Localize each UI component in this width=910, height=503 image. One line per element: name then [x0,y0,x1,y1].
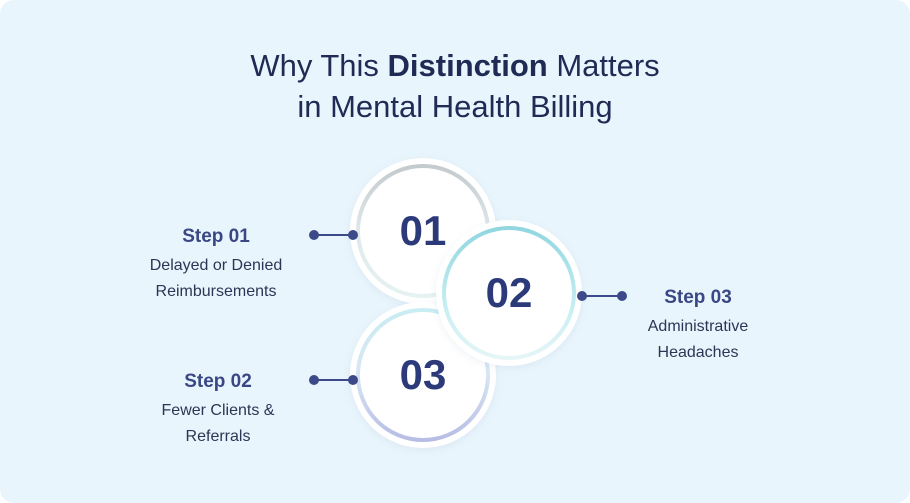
step-03-block: Step 03 Administrative Headaches [598,286,798,366]
page-title-line-2: in Mental Health Billing [297,89,613,124]
step-01-desc-line-2: Reimbursements [155,283,277,300]
step-01-title: Step 01 [182,226,250,247]
step-02-desc-line-2: Referrals [185,428,251,445]
step-02-title: Step 02 [184,371,252,392]
connector-03-dot-end [348,375,358,385]
connector-03-line [314,379,354,381]
title-prefix: Why This [250,48,388,83]
step-02-block: Step 02 Fewer Clients & Referrals [118,370,318,450]
connector-02-dot-end [617,291,627,301]
step-02-desc-line-1: Fewer Clients & [161,402,275,419]
connector-01-line [314,234,354,236]
connector-02-line [582,295,622,297]
circle-02-ring: 02 [442,226,576,360]
title-emphasis: Distinction [387,48,548,83]
circle-03-ring: 03 [356,308,490,442]
step-02-description: Fewer Clients & Referrals [118,398,318,450]
circle-02-number: 02 [485,269,533,316]
step-01-description: Delayed or Denied Reimbursements [116,253,316,305]
step-01-desc-line-1: Delayed or Denied [149,257,283,274]
step-03-desc-line-1: Administrative [647,318,749,335]
page-title-line-1: Why This Distinction Matters [0,47,910,85]
circle-03-number: 03 [399,351,447,398]
step-03-desc-line-2: Headaches [657,344,739,361]
title-suffix: Matters [547,48,660,83]
step-03-description: Administrative Headaches [598,314,798,366]
step-03-title: Step 03 [664,287,732,308]
circle-02: 02 [436,220,582,366]
circle-01-number: 01 [399,207,447,254]
connector-01-dot-end [348,230,358,240]
step-01-block: Step 01 Delayed or Denied Reimbursements [116,225,316,305]
